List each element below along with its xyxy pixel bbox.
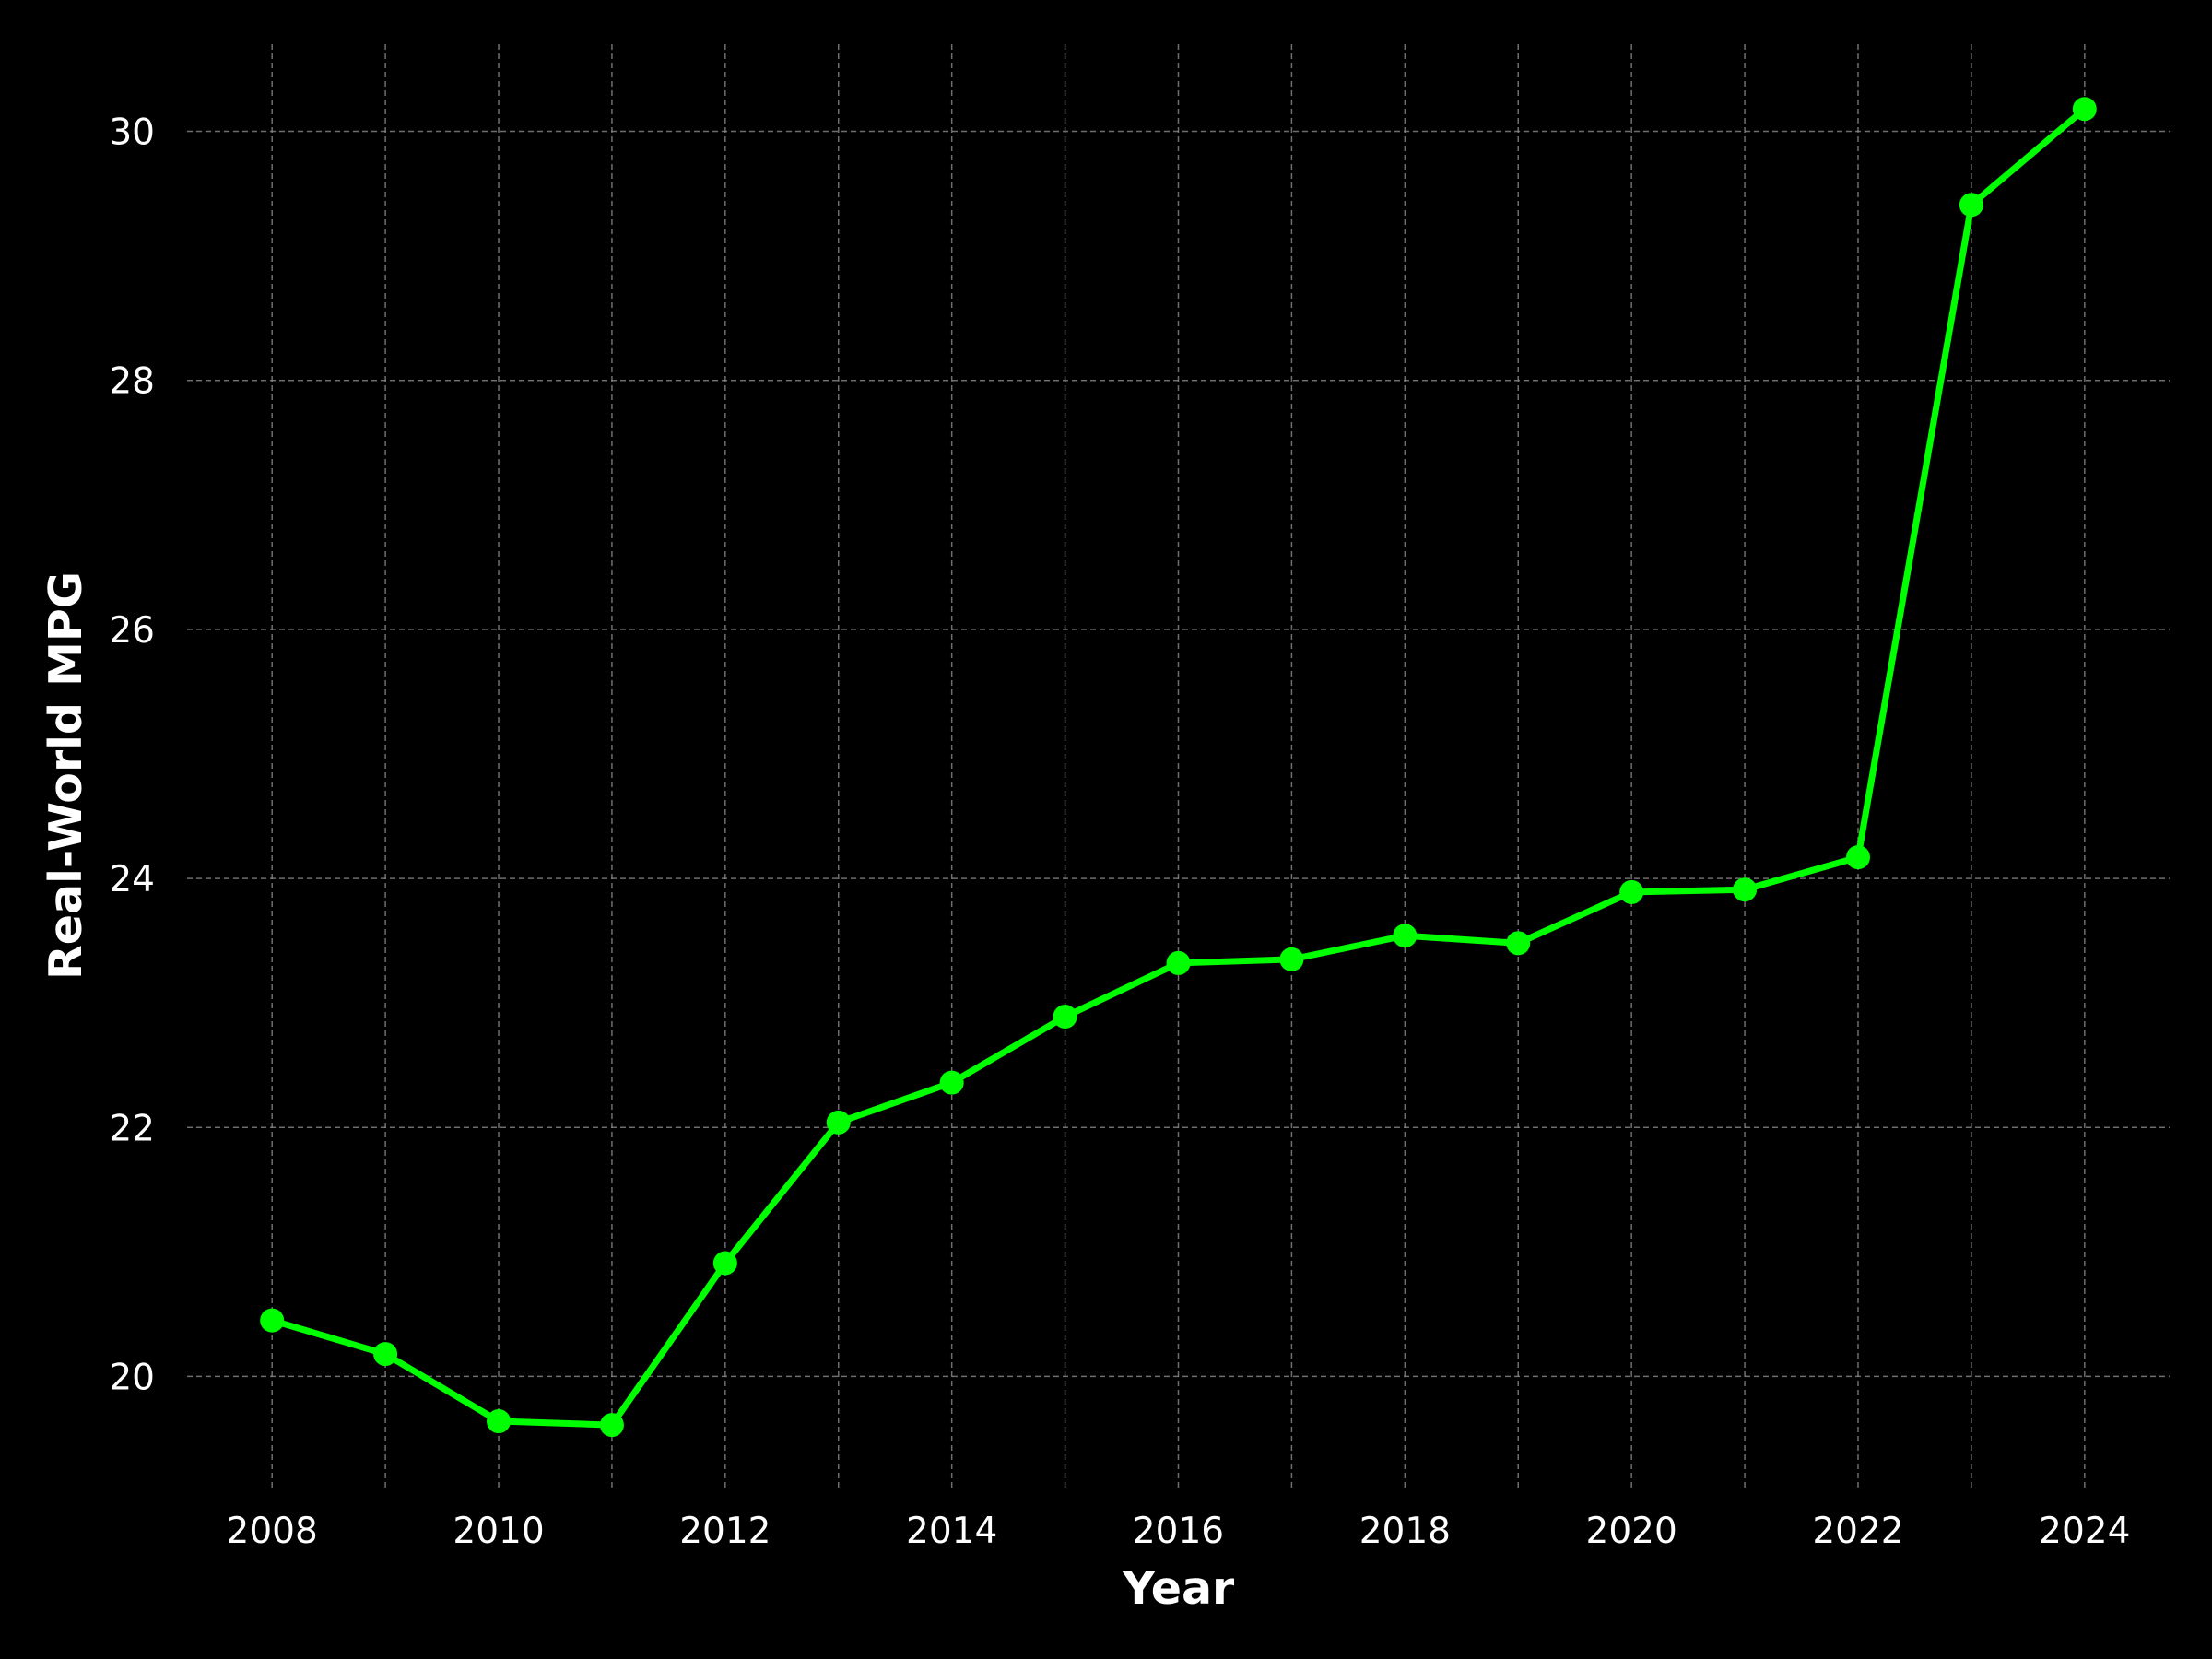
x-tick-label: 2022 [1812, 1511, 1903, 1552]
y-tick-label: 24 [109, 859, 155, 900]
data-point [599, 1413, 624, 1438]
data-point [1053, 1005, 1077, 1030]
data-point [1733, 877, 1758, 902]
y-tick-label: 26 [109, 610, 155, 652]
data-point [1393, 924, 1418, 948]
y-tick-label: 30 [109, 112, 155, 154]
y-tick-label: 20 [109, 1357, 155, 1398]
series-layer [260, 97, 2097, 1438]
data-point [1506, 931, 1531, 956]
x-tick-label: 2014 [906, 1511, 997, 1552]
x-tick-label: 2008 [227, 1511, 318, 1552]
y-tick-label: 22 [109, 1108, 155, 1149]
data-point [260, 1308, 285, 1333]
data-point [1279, 947, 1304, 971]
data-point [1166, 950, 1191, 975]
x-tick-label: 2018 [1359, 1511, 1451, 1552]
data-point [826, 1110, 851, 1135]
data-point [1845, 845, 1870, 870]
data-point [1619, 879, 1644, 904]
y-axis-title: Real-World MPG [40, 571, 92, 980]
x-axis-title: Year [1122, 1562, 1235, 1615]
data-point [939, 1070, 964, 1095]
data-point [712, 1251, 737, 1276]
x-tick-label: 2012 [679, 1511, 771, 1552]
grid [187, 44, 2170, 1488]
data-point [1959, 193, 1983, 218]
data-point [373, 1342, 398, 1367]
data-point [2072, 97, 2097, 122]
x-tick-label: 2020 [1586, 1511, 1677, 1552]
x-tick-label: 2024 [2039, 1511, 2130, 1552]
data-point [487, 1409, 512, 1434]
x-tick-label: 2016 [1133, 1511, 1224, 1552]
x-tick-label: 2010 [453, 1511, 544, 1552]
y-tick-label: 28 [109, 361, 155, 403]
